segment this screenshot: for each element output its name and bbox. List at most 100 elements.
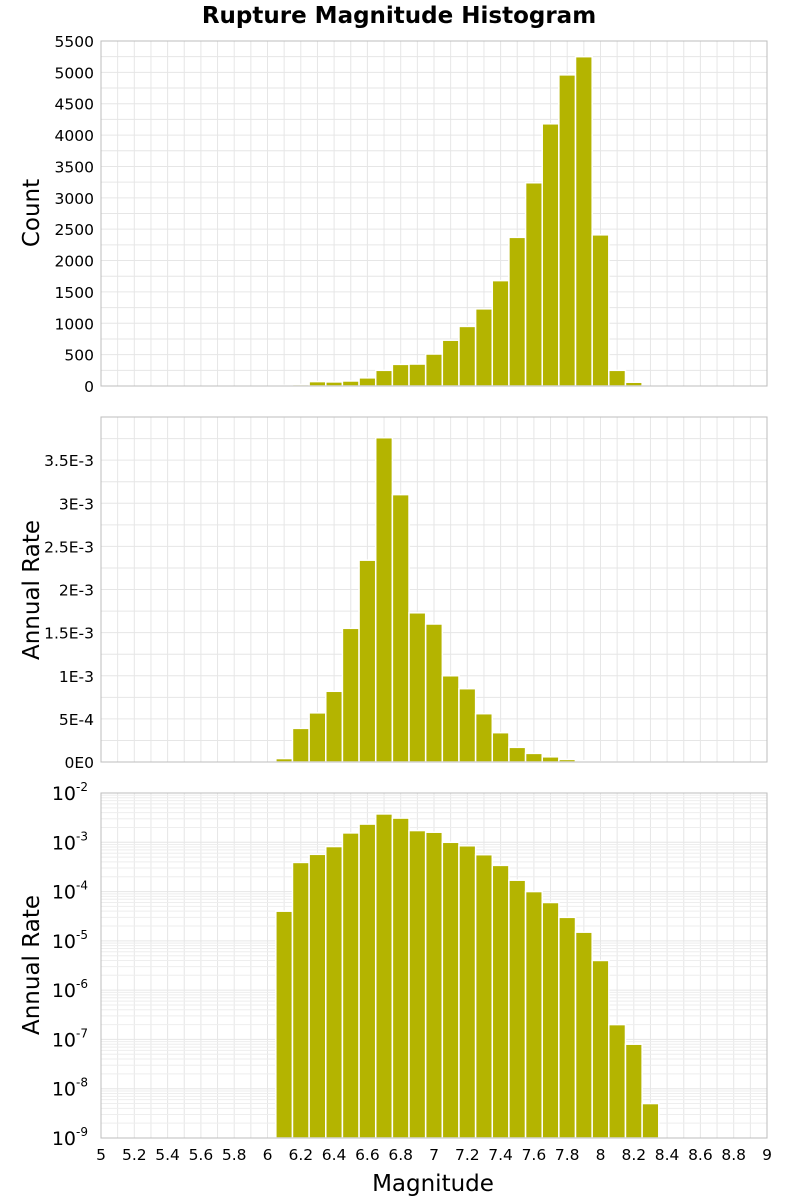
y-tick-label: 10-6 [52,977,88,1002]
y-tick-label: 5000 [55,64,94,82]
x-tick-label: 7.8 [555,1146,580,1164]
y-tick-label: 3.5E-3 [44,452,94,470]
x-tick-label: 7.6 [522,1146,547,1164]
histogram-bar [391,817,410,1139]
x-tick-label: 8.6 [688,1146,713,1164]
y-tick-label: 10-5 [52,928,88,953]
histogram-bar [291,727,310,763]
histogram-bar [491,731,510,763]
y-tick-label: 1E-3 [59,668,94,686]
histogram-bar [424,831,444,1139]
x-tick-label: 6.8 [388,1146,413,1164]
histogram-bar [275,910,294,1139]
y-tick-label: 1000 [55,315,94,333]
y-axis-label: Annual Rate [19,520,45,660]
histogram-bar [308,380,327,387]
histogram-bar [458,687,477,763]
y-tick-label: 4000 [55,127,94,145]
histogram-bar [391,363,410,387]
histogram-bar [591,959,610,1139]
y-tick-label: 10-2 [52,780,88,805]
x-tick-label: 8.4 [655,1146,680,1164]
histogram-bar [558,916,577,1139]
histogram-bar [641,1102,660,1139]
x-tick-label: 8.8 [721,1146,746,1164]
histogram-bar [541,756,560,763]
histogram-bar [508,879,527,1139]
histogram-bar [325,381,344,387]
histogram-bar [325,845,344,1139]
y-tick-label: 2E-3 [59,582,94,600]
x-tick-label: 5.4 [155,1146,180,1164]
y-tick-label: 5E-4 [59,711,94,729]
x-tick-label: 8.2 [621,1146,646,1164]
histogram-bar [308,853,327,1139]
histogram-bar [491,864,510,1139]
x-tick-label: 9 [762,1146,772,1164]
y-tick-label: 1500 [55,284,94,302]
histogram-bar [474,712,494,763]
y-tick-label: 2000 [55,253,94,271]
x-tick-label: 6 [263,1146,273,1164]
histogram-bar [491,279,510,387]
histogram-bar [458,325,477,387]
histogram-bar [574,931,593,1139]
plot-frame [100,792,768,1139]
histogram-bar [308,712,327,763]
histogram-bar [424,353,444,387]
y-axis-label: Count [19,179,45,247]
y-tick-label: 4500 [55,96,94,114]
histogram-bar [391,493,410,763]
x-tick-label: 5.8 [222,1146,247,1164]
histogram-bar [474,308,494,387]
plot-frame [100,416,768,763]
histogram-bar [541,123,560,387]
y-axis-label: Annual Rate [19,895,45,1035]
y-tick-label: 5500 [55,33,94,51]
y-tick-label: 10-8 [52,1076,88,1101]
histogram-bar [408,612,427,763]
histogram-bar [508,236,527,387]
x-tick-label: 8 [596,1146,606,1164]
histogram-bar [408,829,427,1139]
x-tick-label: 7.2 [455,1146,480,1164]
y-tick-label: 1.5E-3 [44,625,94,643]
y-tick-label: 10-9 [52,1125,88,1150]
histogram-bar [358,377,377,387]
x-tick-label: 5.6 [189,1146,214,1164]
y-tick-label: 2500 [55,221,94,239]
y-tick-label: 3500 [55,158,94,176]
histogram-bar [524,752,543,763]
histogram-bar [341,627,360,763]
histogram-bar [524,182,543,387]
histogram-bar [624,1043,643,1139]
x-tick-label: 6.4 [322,1146,347,1164]
y-tick-label: 10-7 [52,1026,88,1051]
histogram-bar [275,757,294,763]
y-tick-label: 10-3 [52,829,88,854]
x-tick-label: 7 [429,1146,439,1164]
y-tick-label: 3000 [55,190,94,208]
histogram-bar [441,841,460,1139]
histogram-bar [341,832,360,1139]
histogram-bar [358,559,377,763]
x-tick-label: 6.6 [355,1146,380,1164]
y-tick-label: 3E-3 [59,495,94,513]
histogram-bar [541,901,560,1139]
x-tick-label: 5.2 [122,1146,147,1164]
y-tick-label: 2.5E-3 [44,538,94,556]
x-tick-label: 5 [96,1146,106,1164]
x-tick-label: 6.2 [288,1146,313,1164]
annual-rate-linear-panel: 0E0 5E-4 1E-3 1.5E-3 2E-3 2.5E-3 3E-3 3.5E-3 Ann… [19,416,768,772]
histogram-bar [458,845,477,1139]
histogram-bar [441,675,460,763]
count-histogram-panel: 0 500 1000 1500 2000 2500 3000 3500 4000 4500 5000… [19,33,768,396]
histogram-bar [524,890,543,1139]
x-axis-label: Magnitude [372,1171,494,1197]
y-tick-label: 0 [84,378,94,396]
histogram-bar [341,380,360,387]
histogram-bar [624,381,643,387]
histogram-bar [374,436,394,763]
y-tick-label: 10-4 [52,879,88,904]
plot-frame [100,40,768,387]
